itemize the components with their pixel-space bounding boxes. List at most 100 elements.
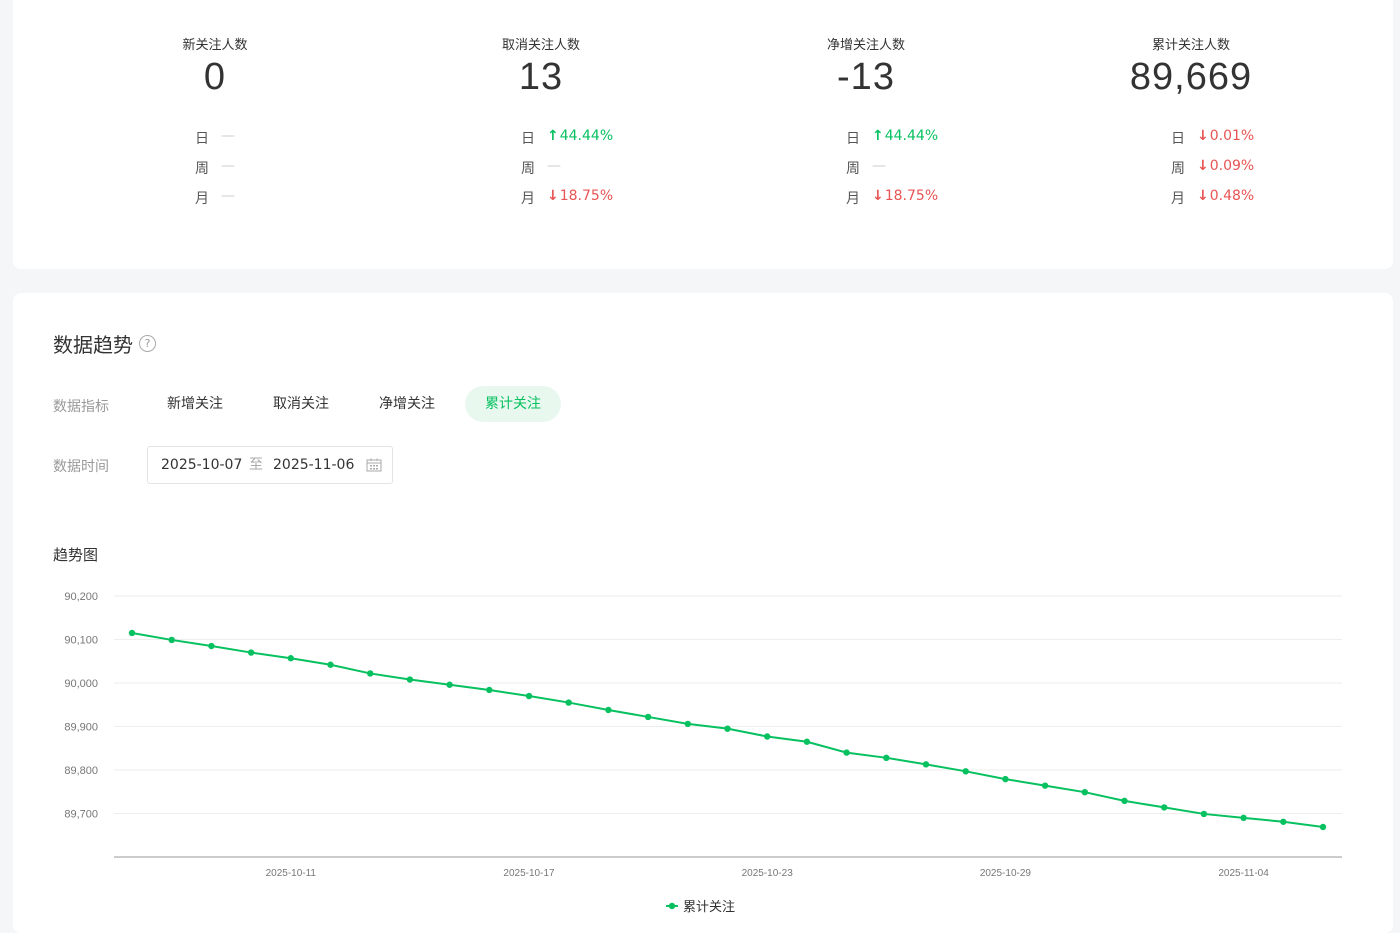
stat-compare-row: 日 —	[85, 128, 345, 148]
calendar-icon[interactable]	[366, 458, 382, 472]
compare-period-label: 月	[195, 191, 209, 207]
stat-title: 新关注人数	[182, 38, 248, 53]
data-point	[764, 733, 771, 740]
arrow-down-icon: ↓	[547, 188, 559, 204]
data-point	[1280, 818, 1287, 825]
date-range-picker[interactable]: 2025-10-07 至 2025-11-06	[147, 446, 393, 484]
compare-value: ↑44.44%	[547, 128, 614, 144]
stat-compare-row: 周 —	[736, 158, 996, 178]
stat-compare-row: 周 —	[85, 158, 345, 178]
data-point	[128, 629, 136, 637]
time-label: 数据时间	[53, 459, 109, 475]
data-point	[247, 649, 255, 656]
y-tick-label: 89,900	[64, 722, 98, 734]
data-point	[605, 706, 612, 714]
compare-period-label: 月	[1171, 191, 1185, 207]
compare-value: ↓0.01%	[1197, 128, 1255, 144]
arrow-down-icon: ↓	[1197, 158, 1209, 174]
data-point	[1121, 797, 1128, 805]
data-point	[803, 738, 811, 745]
data-point	[644, 713, 652, 721]
stat-compare-row: 周 —	[411, 158, 671, 178]
arrow-up-icon: ↑	[547, 128, 559, 144]
stat-compare-row: 日 ↑44.44%	[411, 128, 671, 148]
compare-period-label: 周	[846, 161, 860, 177]
stat-value: -13	[837, 56, 895, 98]
data-point	[525, 692, 533, 700]
data-point	[724, 725, 731, 732]
stat-title: 累计关注人数	[1151, 38, 1230, 53]
compare-value: —	[221, 128, 235, 144]
compare-value: —	[221, 158, 235, 174]
metric-tab-unfollow[interactable]: 取消关注	[273, 396, 329, 412]
stat-compare-row: 周 ↓0.09%	[1061, 158, 1321, 178]
data-point	[962, 768, 969, 775]
data-point	[1002, 775, 1009, 783]
data-point	[843, 749, 850, 756]
compare-period-label: 日	[521, 131, 535, 147]
compare-period-label: 月	[846, 191, 860, 207]
x-tick-label: 2025-10-29	[980, 868, 1032, 879]
stat-title: 取消关注人数	[501, 38, 580, 53]
y-tick-label: 90,000	[64, 678, 98, 690]
y-tick-label: 89,800	[64, 765, 98, 777]
data-point	[486, 686, 493, 694]
compare-period-label: 日	[195, 131, 209, 147]
data-point	[168, 636, 175, 644]
data-point	[287, 655, 294, 662]
x-tick-label: 2025-11-04	[1218, 868, 1269, 879]
stat-value: 89,669	[1129, 56, 1253, 98]
date-start[interactable]: 2025-10-07	[161, 457, 243, 473]
y-tick-label: 89,700	[64, 809, 98, 821]
data-point	[684, 720, 691, 728]
stat-value: 13	[518, 56, 564, 98]
arrow-down-icon: ↓	[1197, 188, 1209, 204]
metric-label: 数据指标	[53, 399, 109, 415]
stat-compare-row: 月 —	[85, 188, 345, 208]
y-tick-label: 90,100	[64, 635, 98, 647]
stat-compare-row: 月 ↓18.75%	[736, 188, 996, 208]
compare-value: —	[872, 158, 886, 174]
compare-period-label: 周	[195, 161, 209, 177]
x-tick-label: 2025-10-23	[742, 868, 794, 879]
metric-tab-total[interactable]: 累计关注	[465, 386, 561, 422]
compare-value: ↓0.09%	[1197, 158, 1255, 174]
data-point	[883, 754, 890, 762]
metric-tab-net[interactable]: 净增关注	[379, 396, 435, 412]
data-point	[1200, 810, 1208, 818]
date-end[interactable]: 2025-11-06	[273, 457, 355, 473]
compare-period-label: 日	[1171, 131, 1185, 147]
y-tick-label: 90,200	[64, 591, 98, 603]
data-point	[1319, 823, 1327, 831]
data-point	[446, 681, 453, 688]
compare-period-label: 周	[521, 161, 535, 177]
compare-period-label: 日	[846, 131, 860, 147]
data-point	[1081, 788, 1089, 796]
compare-value: —	[221, 188, 235, 204]
stat-title: 净增关注人数	[826, 38, 905, 53]
compare-value: ↓18.75%	[547, 188, 614, 204]
data-point	[565, 699, 572, 706]
compare-value: ↓0.48%	[1197, 188, 1255, 204]
x-tick-label: 2025-10-17	[503, 868, 555, 879]
stat-compare-row: 日 ↓0.01%	[1061, 128, 1321, 148]
metric-tab-new[interactable]: 新增关注	[167, 396, 223, 412]
compare-value: ↓18.75%	[872, 188, 939, 204]
compare-value: ↑44.44%	[872, 128, 939, 144]
data-point	[406, 676, 414, 683]
data-point	[208, 642, 215, 650]
x-tick-label: 2025-10-11	[266, 868, 317, 879]
stats-card: 新关注人数 0 日 — 周 — 月 — 取消关注人数 13 日 ↑44.44% 周 — 月 ↓18.…	[13, 0, 1393, 269]
data-point	[1041, 782, 1049, 789]
compare-value: —	[547, 158, 561, 174]
legend-label: 累计关注	[683, 900, 735, 915]
arrow-down-icon: ↓	[1197, 128, 1209, 144]
question-circle-icon[interactable]: ?	[139, 335, 156, 352]
data-point	[1240, 814, 1247, 822]
data-point	[367, 670, 374, 677]
compare-period-label: 周	[1171, 161, 1185, 177]
data-point	[327, 661, 334, 668]
compare-period-label: 月	[521, 191, 535, 207]
data-point	[1161, 804, 1168, 811]
